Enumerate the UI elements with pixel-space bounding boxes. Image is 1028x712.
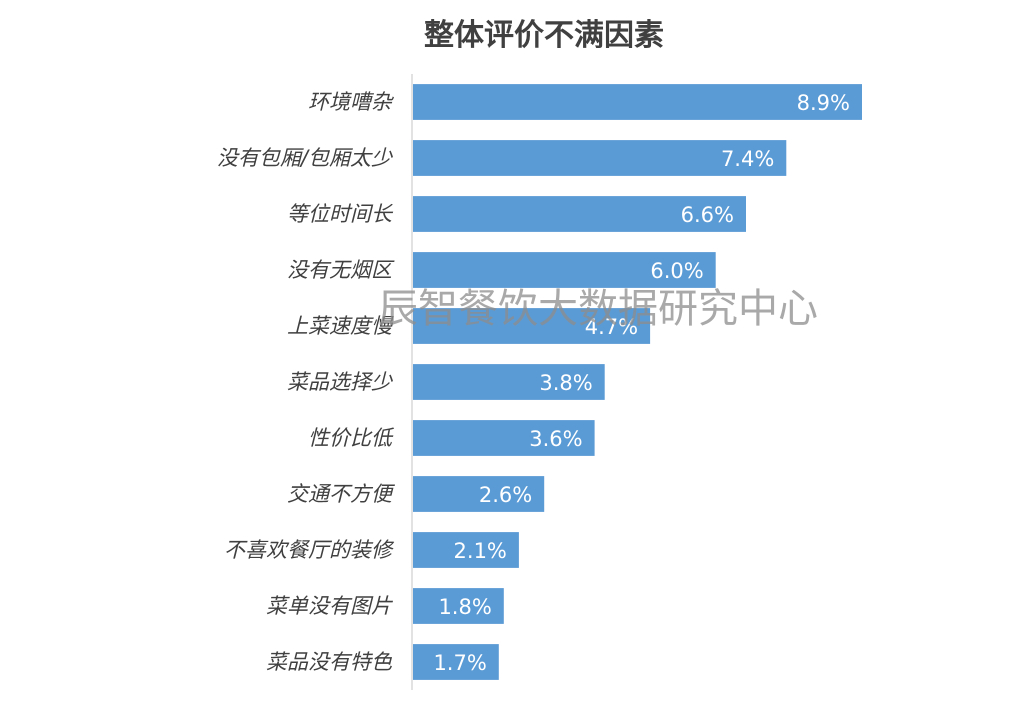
category-labels-group: 环境嘈杂没有包厢/包厢太少等位时间长没有无烟区上菜速度慢菜品选择少性价比低交通不… [217,90,395,674]
category-label: 没有无烟区 [287,258,395,282]
bar [413,476,545,512]
bar [413,420,595,456]
category-label: 菜品没有特色 [266,650,393,674]
value-label: 7.4% [721,147,774,171]
bar [413,140,787,176]
value-label: 6.6% [681,203,734,227]
category-label: 等位时间长 [287,202,394,226]
category-label: 上菜速度慢 [287,314,394,338]
chart-title: 整体评价不满因素 [424,18,664,53]
category-label: 交通不方便 [287,482,395,506]
bar [413,364,605,400]
bar [413,84,862,120]
bar [413,308,651,344]
category-label: 性价比低 [308,426,395,450]
category-label: 环境嘈杂 [308,90,394,114]
bar [413,532,519,568]
bar [413,252,716,288]
value-label: 2.6% [479,483,532,507]
value-label: 8.9% [797,91,850,115]
bar [413,644,499,680]
category-label: 不喜欢餐厅的装修 [224,538,395,562]
value-labels-group: 8.9% 7.4% 6.6% 6.0% 4.7% 3.8% 3.6% 2.6% 2.1% 1.8%… [433,91,850,675]
value-label: 1.7% [433,651,486,675]
category-label: 没有包厢/包厢太少 [217,146,393,170]
bars-group [413,84,862,680]
value-label: 4.7% [585,315,638,339]
value-label: 2.1% [454,539,507,563]
value-label: 3.6% [529,427,582,451]
category-label: 菜单没有图片 [266,594,394,618]
bar [413,196,746,232]
watermark-text: 辰智餐饮大数据研究中心 [378,286,818,332]
value-label: 3.8% [539,371,592,395]
value-label: 1.8% [438,595,491,619]
value-label: 6.0% [650,259,703,283]
category-label: 菜品选择少 [287,370,393,394]
bar [413,588,504,624]
